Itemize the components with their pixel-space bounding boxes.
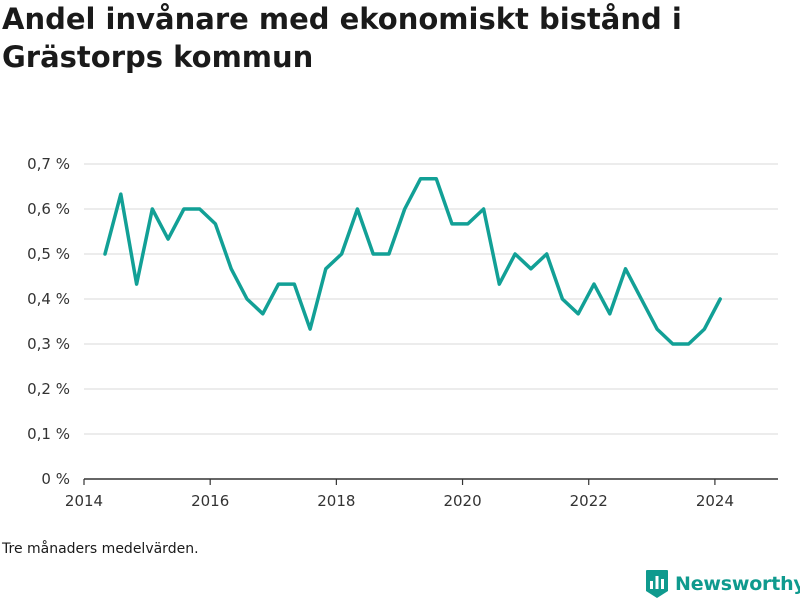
series-layer bbox=[103, 177, 722, 346]
x-tick-label: 2022 bbox=[570, 492, 608, 510]
bar-chart-badge-icon bbox=[646, 570, 668, 598]
y-tick-label: 0,5 % bbox=[27, 245, 70, 263]
x-axis: 2014 2016 2018 2020 2022 2024 bbox=[65, 478, 778, 510]
x-tick-label: 2018 bbox=[317, 492, 355, 510]
newsworthy-logo: Newsworthy bbox=[645, 569, 800, 599]
y-tick-label: 0,2 % bbox=[27, 380, 70, 398]
line-chart: 0 % 0,1 % 0,2 % 0,3 % 0,4 % 0,5 % 0,6 % 0,7 % 2… bbox=[27, 155, 778, 510]
y-tick-label: 0,7 % bbox=[27, 155, 70, 173]
brand-name: Newsworthy bbox=[675, 573, 800, 595]
x-tick-label: 2024 bbox=[696, 492, 734, 510]
x-tick-label: 2014 bbox=[65, 492, 103, 510]
y-tick-label: 0,4 % bbox=[27, 290, 70, 308]
x-tick-label: 2016 bbox=[191, 492, 229, 510]
y-tick-label: 0,3 % bbox=[27, 335, 70, 353]
chart-title: Andel invånare med ekonomiskt bistånd i … bbox=[2, 2, 682, 74]
y-tick-label: 0,6 % bbox=[27, 200, 70, 218]
footnote: Tre månaders medelvärden. bbox=[2, 541, 199, 557]
x-tick-label: 2020 bbox=[443, 492, 481, 510]
y-axis: 0 % 0,1 % 0,2 % 0,3 % 0,4 % 0,5 % 0,6 % 0,7 % bbox=[27, 155, 70, 488]
grid-lines bbox=[84, 163, 778, 435]
y-tick-label: 0 % bbox=[41, 470, 70, 488]
series-line bbox=[103, 177, 722, 346]
y-tick-label: 0,1 % bbox=[27, 425, 70, 443]
